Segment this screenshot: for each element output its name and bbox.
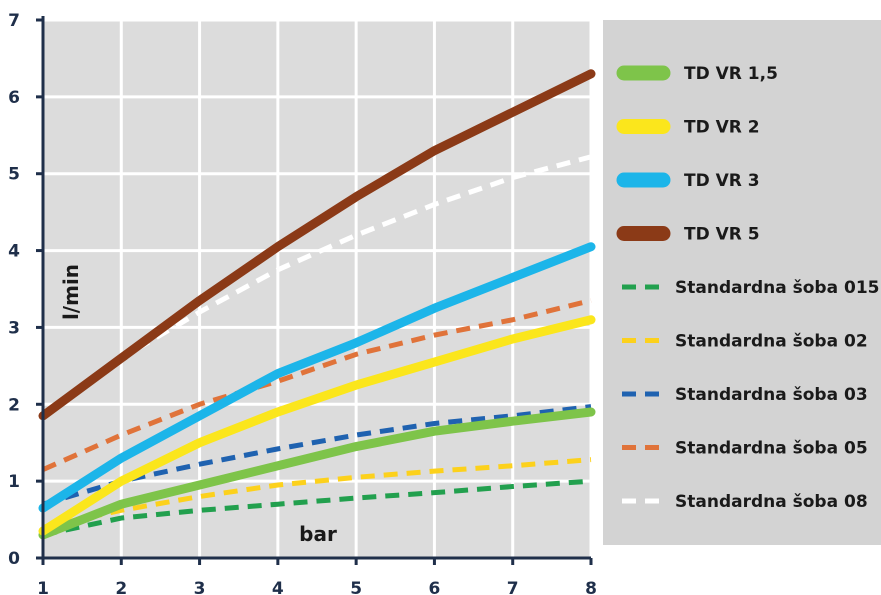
y-tick-label: 0	[8, 549, 20, 569]
x-tick-label: 5	[350, 579, 362, 595]
x-tick-label: 1	[37, 579, 49, 595]
legend-label-0: TD VR 1,5	[684, 64, 778, 84]
y-axis-title: l/min	[59, 264, 83, 320]
series-layer	[38, 69, 596, 540]
legend-label-8: Standardna šoba 08	[675, 492, 868, 512]
y-tick-label: 5	[8, 165, 20, 185]
y-tick-label: 1	[8, 472, 20, 492]
legend-label-1: TD VR 2	[684, 118, 760, 138]
legend-label-2: TD VR 3	[684, 171, 760, 191]
x-tick-label: 8	[585, 579, 597, 595]
series-line-8	[41, 154, 592, 418]
series-line-3	[38, 69, 596, 421]
series-line-4	[42, 478, 592, 538]
legend-label-7: Standardna šoba 05	[675, 439, 868, 459]
axes	[36, 16, 593, 565]
tick-labels: 0 1 2 3 4 5 6 7 1 2 3 4 5 6 7 8	[8, 11, 597, 595]
y-tick-label: 6	[8, 88, 20, 108]
y-tick-label: 4	[8, 242, 20, 262]
x-tick-label: 4	[272, 579, 284, 595]
series-line-1	[38, 315, 596, 536]
series-line-2	[38, 242, 596, 513]
y-tick-label: 3	[8, 318, 20, 338]
x-tick-label: 3	[194, 579, 206, 595]
y-tick-label: 7	[8, 11, 20, 31]
y-tick-label: 2	[8, 395, 20, 415]
x-tick-label: 6	[429, 579, 441, 595]
legend-box	[603, 20, 881, 545]
x-tick-label: 2	[115, 579, 127, 595]
series-line-7	[41, 298, 592, 472]
legend: TD VR 1,5 TD VR 2 TD VR 3 TD VR 5 Standardna…	[616, 64, 879, 512]
x-axis-title: bar	[299, 522, 337, 546]
x-tick-label: 7	[507, 579, 519, 595]
series-line-5	[42, 457, 592, 530]
legend-label-3: TD VR 5	[684, 225, 760, 245]
legend-label-6: Standardna šoba 03	[675, 385, 868, 405]
series-line-0	[38, 407, 596, 540]
legend-label-5: Standardna šoba 02	[675, 332, 868, 352]
legend-label-4: Standardna šoba 015	[675, 278, 879, 298]
